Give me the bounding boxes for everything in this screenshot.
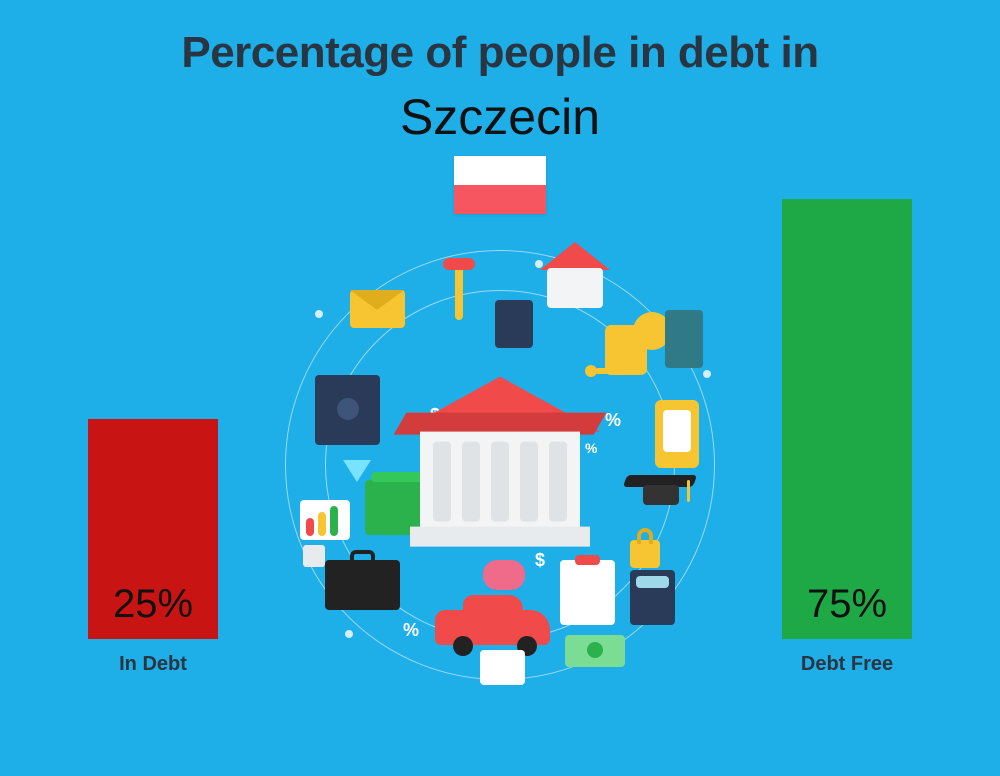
safe-dial-icon [337,398,359,420]
calculator-icon [495,300,533,348]
bar-debt-free: 75% Debt Free [782,199,912,676]
chart-bar-icon [318,512,326,536]
briefcase-icon [325,560,400,610]
diamond-icon [343,460,371,482]
house-icon [547,268,603,308]
clipboard-icon [560,560,615,625]
bank-column-icon [491,442,509,522]
bank-column-icon [549,442,567,522]
bank-column-icon [462,442,480,522]
bank-column-icon [520,442,538,522]
banknote-center-icon [587,642,603,658]
key-shaft-icon [595,368,625,374]
percent-glyph-icon: % [403,620,419,641]
padlock-small-icon [303,545,325,567]
bank-column-icon [433,442,451,522]
chart-bar-icon [330,506,338,536]
bank-building-icon [405,377,595,547]
bank-base-icon [410,527,590,547]
car-wheel-icon [453,636,473,656]
bank-body-icon [420,432,580,532]
bar-in-debt: 25% In Debt [88,419,218,676]
bar-in-debt-label: In Debt [88,653,218,676]
atm-icon [665,310,703,368]
envelope-flap-icon [350,290,404,310]
bar-value: 25% [88,582,218,627]
orbit-dot [345,630,353,638]
padlock-shackle-icon [637,528,653,544]
phone-screen-icon [663,410,691,452]
piggy-bank-icon [483,560,525,590]
percent-glyph-icon: % [605,410,621,431]
bar-debt-free-rect: 75% [782,199,912,639]
orbit-dot [703,370,711,378]
dollar-glyph-icon: $ [535,550,545,571]
finance-illustration: % % % $ $ [285,250,715,680]
calc-screen-icon [636,576,669,588]
caduceus-wings-icon [443,258,475,270]
briefcase-handle-icon [350,550,375,562]
house-roof-icon [540,242,610,270]
clipboard-clip-icon [575,555,600,565]
graduation-cap-base-icon [643,485,679,505]
padlock-icon [630,540,660,568]
chart-bar-icon [306,518,314,536]
document-icon [480,650,525,685]
bar-in-debt-rect: 25% [88,419,218,639]
tassel-icon [687,480,690,502]
bar-value: 75% [782,582,912,627]
bar-debt-free-label: Debt Free [782,653,912,676]
orbit-dot [315,310,323,318]
car-top-icon [463,595,523,617]
